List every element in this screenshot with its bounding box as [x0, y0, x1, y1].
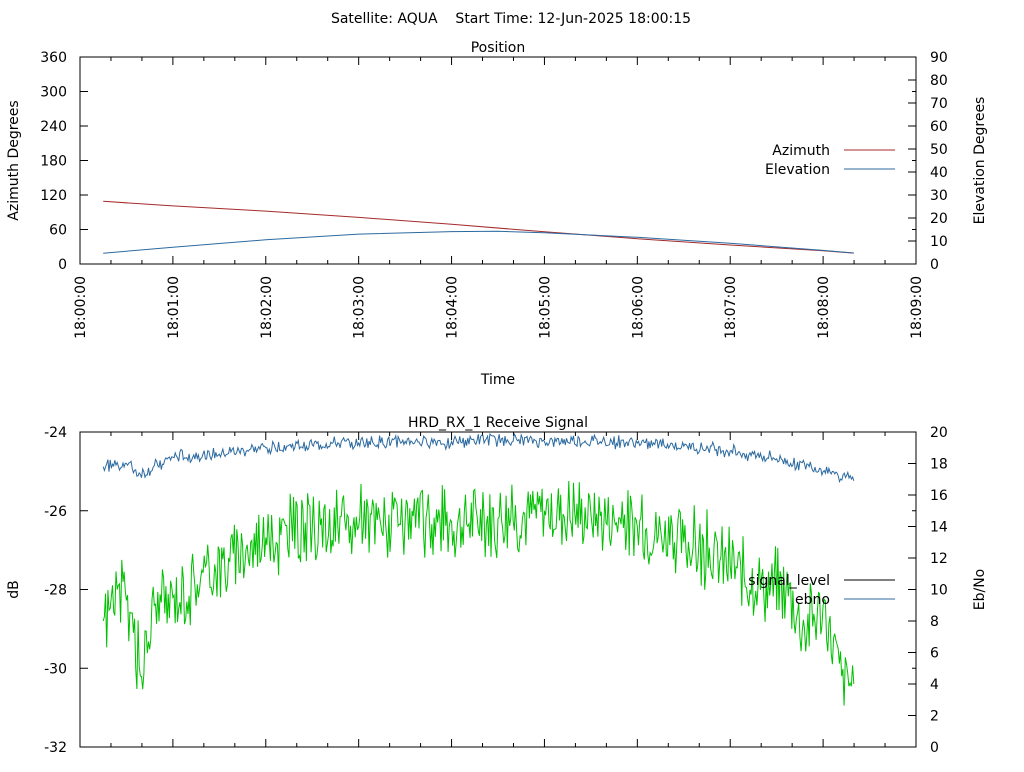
y2-tick-label: 12: [930, 551, 948, 567]
y2-tick-label: 70: [930, 96, 948, 112]
y2-tick-label: 60: [930, 119, 948, 135]
y-tick-label: -28: [44, 583, 67, 599]
chart-title: HRD_RX_1 Receive Signal: [408, 415, 588, 431]
plot-frame: [79, 56, 917, 265]
position-chart: Position 0 60 120 180 240 300 360 0 10 20 30 40 50 60 7…: [6, 40, 988, 388]
y2-tick-label: 30: [930, 188, 948, 204]
y-tick-label: 360: [40, 50, 67, 66]
y-tick-label: 120: [40, 188, 67, 204]
y-tick-label: -30: [44, 661, 67, 677]
page-title: Satellite: AQUA Start Time: 12-Jun-2025 …: [331, 11, 691, 27]
y2-tick-label: 80: [930, 73, 948, 89]
series-line-ebno: [102, 432, 855, 484]
y-tick-label: 180: [40, 154, 67, 170]
x-tick-label: 18:08:00: [816, 276, 832, 339]
x-tick-label: 18:07:00: [723, 276, 739, 339]
legend-label: Elevation: [765, 162, 830, 178]
y-axis-label: Azimuth Degrees: [6, 100, 22, 220]
x-tick-label: 18:06:00: [630, 276, 646, 339]
series-line-Azimuth: [103, 200, 854, 254]
y2-axis-label: Elevation Degrees: [972, 97, 988, 225]
legend-label: ebno: [795, 592, 830, 608]
y2-tick-label: 14: [930, 520, 948, 536]
y2-tick-label: 50: [930, 142, 948, 158]
y-tick-label: -24: [44, 425, 67, 441]
chart-title: Position: [471, 40, 526, 56]
x-tick-label: 18:00:00: [73, 276, 89, 339]
y2-tick-label: 2: [930, 709, 939, 725]
y-axis-label: dB: [6, 580, 22, 599]
y2-tick-label: 18: [930, 457, 948, 473]
y-tick-label: 240: [40, 119, 67, 135]
y-tick-label: -32: [44, 740, 67, 756]
y2-tick-label: 0: [930, 740, 939, 756]
legend-label: signal_level: [748, 573, 830, 589]
y2-tick-label: 90: [930, 50, 948, 66]
y2-tick-label: 20: [930, 211, 948, 227]
y2-tick-label: 10: [930, 234, 948, 250]
x-tick-label: 18:02:00: [259, 276, 275, 339]
receive-signal-chart: HRD_RX_1 Receive Signal -32 -30 -28 -26 -24 0 2…: [6, 415, 988, 756]
y2-tick-label: 0: [930, 257, 939, 273]
legend-label: Azimuth: [772, 143, 830, 159]
x-tick-label: 18:04:00: [445, 276, 461, 339]
x-tick-label: 18:01:00: [166, 276, 182, 339]
y2-tick-label: 8: [930, 614, 939, 630]
y-tick-label: -26: [44, 504, 67, 520]
y2-axis-label: Eb/No: [972, 569, 988, 611]
y-tick-label: 60: [49, 223, 67, 239]
y2-tick-label: 6: [930, 646, 939, 662]
y2-tick-label: 16: [930, 488, 948, 504]
y2-tick-label: 4: [930, 677, 939, 693]
series-line-Elevation: [103, 230, 854, 254]
x-tick-label: 18:09:00: [909, 276, 925, 339]
y2-tick-label: 20: [930, 425, 948, 441]
series-line-series-2: [102, 480, 855, 706]
y2-tick-label: 40: [930, 165, 948, 181]
y-tick-label: 0: [58, 257, 67, 273]
x-axis-label: Time: [480, 372, 515, 388]
x-tick-label: 18:05:00: [537, 276, 553, 339]
x-tick-label: 18:03:00: [352, 276, 368, 339]
y2-tick-label: 10: [930, 583, 948, 599]
y-tick-label: 300: [40, 85, 67, 101]
